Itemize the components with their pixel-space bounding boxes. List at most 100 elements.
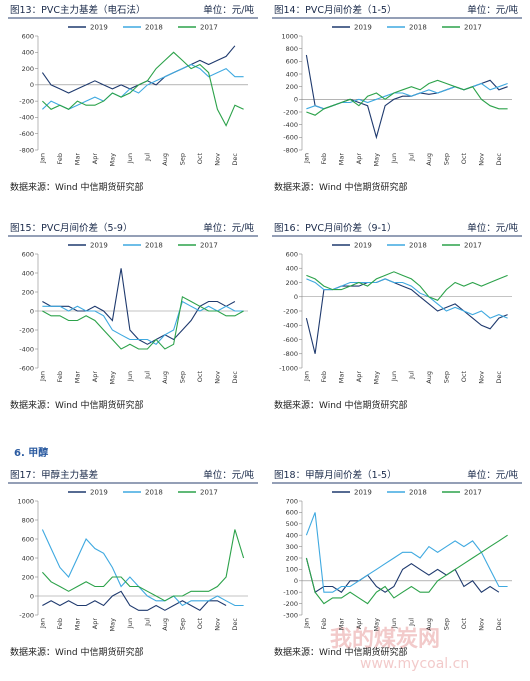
y-tick-label: 200 bbox=[286, 279, 298, 287]
legend-label: 2017 bbox=[200, 242, 218, 250]
x-tick-label: Feb bbox=[320, 371, 328, 383]
x-tick-label: May bbox=[108, 153, 116, 167]
x-tick-label: Aug bbox=[425, 618, 433, 631]
x-tick-label: Sep bbox=[178, 371, 186, 383]
x-tick-label: Sep bbox=[178, 618, 186, 630]
x-tick-label: Sep bbox=[442, 371, 450, 383]
x-tick-label: Oct bbox=[460, 618, 468, 630]
x-tick-label: Jun bbox=[126, 371, 134, 382]
y-tick-label: 200 bbox=[22, 288, 34, 296]
series-line bbox=[42, 268, 236, 345]
y-tick-label: 800 bbox=[286, 45, 298, 53]
source-note: 数据来源：Wind 中信期货研究部 bbox=[10, 181, 143, 193]
x-tick-label: Dec bbox=[495, 153, 503, 166]
x-tick-label: Feb bbox=[56, 371, 64, 383]
x-tick-label: Aug bbox=[425, 153, 433, 166]
x-tick-label: Jul bbox=[407, 153, 415, 162]
x-tick-label: Nov bbox=[477, 618, 485, 631]
unit-label: 单位：元/吨 bbox=[203, 469, 254, 481]
figure-title: 图18：甲醇月间价差（1-5） bbox=[274, 469, 397, 481]
y-tick-label: -300 bbox=[283, 611, 298, 619]
y-tick-label: -400 bbox=[19, 114, 34, 122]
x-tick-label: Aug bbox=[425, 371, 433, 384]
source-note: 数据来源：Wind 中信期货研究部 bbox=[274, 181, 407, 193]
y-tick-label: 600 bbox=[22, 250, 34, 258]
y-tick-label: -800 bbox=[283, 350, 298, 358]
series-line bbox=[306, 278, 508, 319]
legend-label: 2018 bbox=[409, 242, 427, 250]
y-tick-label: 200 bbox=[286, 83, 298, 91]
y-tick-label: -600 bbox=[19, 364, 34, 372]
legend-label: 2019 bbox=[354, 489, 372, 497]
x-tick-label: Aug bbox=[161, 153, 169, 166]
legend-label: 2017 bbox=[200, 489, 218, 497]
y-tick-label: -1000 bbox=[279, 364, 298, 372]
x-tick-label: Sep bbox=[178, 153, 186, 165]
x-tick-label: Aug bbox=[161, 618, 169, 631]
x-tick-label: Apr bbox=[355, 618, 363, 630]
x-tick-label: May bbox=[372, 618, 380, 632]
y-tick-label: -200 bbox=[283, 108, 298, 116]
series-line bbox=[305, 534, 508, 605]
x-tick-label: Jul bbox=[143, 618, 151, 627]
y-tick-label: 400 bbox=[286, 532, 298, 540]
legend-label: 2019 bbox=[354, 24, 372, 32]
x-tick-label: Oct bbox=[460, 371, 468, 383]
x-tick-label: Oct bbox=[196, 153, 204, 165]
unit-label: 单位：元/吨 bbox=[203, 4, 254, 16]
y-tick-label: 600 bbox=[286, 250, 298, 258]
watermark-url: www.mycoal.cn bbox=[360, 656, 469, 672]
legend-label: 2019 bbox=[90, 242, 108, 250]
legend-label: 2018 bbox=[145, 24, 163, 32]
figure-title: 图13：PVC主力基差（电石法） bbox=[10, 4, 145, 16]
x-tick-label: Sep bbox=[442, 618, 450, 630]
x-tick-label: Jun bbox=[390, 153, 398, 164]
x-tick-label: May bbox=[108, 371, 116, 385]
figure-title: 图15：PVC月间价差（5-9） bbox=[10, 222, 132, 234]
x-tick-label: Feb bbox=[320, 618, 328, 630]
x-tick-label: Apr bbox=[91, 371, 99, 383]
x-tick-label: Dec bbox=[231, 371, 239, 384]
series-line bbox=[305, 54, 508, 140]
legend-label: 2019 bbox=[90, 489, 108, 497]
x-tick-label: Jan bbox=[38, 371, 46, 382]
x-tick-label: Jun bbox=[390, 371, 398, 382]
series-line bbox=[306, 79, 508, 116]
legend-label: 2019 bbox=[354, 242, 372, 250]
legend-label: 2018 bbox=[409, 489, 427, 497]
x-tick-label: Feb bbox=[320, 153, 328, 165]
section-title: 6. 甲醇 bbox=[14, 446, 48, 459]
y-tick-label: -600 bbox=[283, 336, 298, 344]
x-tick-label: Mar bbox=[337, 371, 345, 384]
x-tick-label: Dec bbox=[231, 153, 239, 166]
unit-label: 单位：元/吨 bbox=[467, 4, 518, 16]
y-tick-label: -600 bbox=[19, 130, 34, 138]
figure-title: 图14：PVC月间价差（1-5） bbox=[274, 4, 396, 16]
series-line bbox=[42, 590, 227, 611]
x-tick-label: Mar bbox=[73, 371, 81, 384]
series-line bbox=[305, 512, 508, 593]
source-note: 数据来源：Wind 中信期货研究部 bbox=[274, 399, 407, 411]
y-tick-label: 400 bbox=[22, 269, 34, 277]
y-tick-label: -200 bbox=[19, 326, 34, 334]
y-tick-label: -200 bbox=[283, 307, 298, 315]
x-tick-label: Oct bbox=[460, 153, 468, 165]
y-tick-label: 400 bbox=[22, 49, 34, 57]
x-tick-label: Nov bbox=[213, 153, 221, 166]
y-tick-label: 400 bbox=[22, 554, 34, 562]
legend-label: 2017 bbox=[464, 24, 482, 32]
legend-label: 2018 bbox=[145, 489, 163, 497]
figure-title: 图17：甲醇主力基差 bbox=[10, 469, 98, 481]
x-tick-label: Jun bbox=[126, 618, 134, 629]
x-tick-label: Apr bbox=[355, 153, 363, 165]
x-tick-label: Nov bbox=[213, 371, 221, 384]
unit-label: 单位：元/吨 bbox=[203, 222, 254, 234]
y-tick-label: -200 bbox=[19, 611, 34, 619]
x-tick-label: Apr bbox=[91, 618, 99, 630]
x-tick-label: Mar bbox=[337, 618, 345, 631]
y-tick-label: 200 bbox=[286, 554, 298, 562]
y-tick-label: 500 bbox=[286, 520, 298, 528]
x-tick-label: Dec bbox=[495, 618, 503, 631]
x-tick-label: Mar bbox=[337, 153, 345, 166]
